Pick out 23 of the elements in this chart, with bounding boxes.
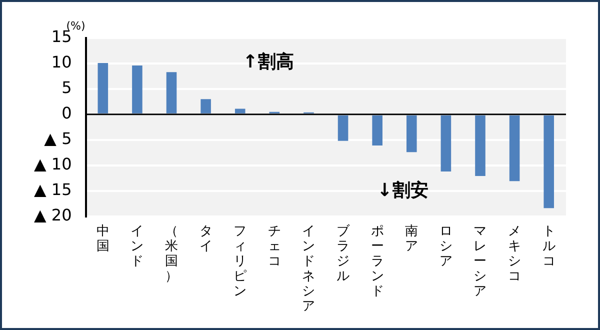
x-tick-label: メキシコ [508,224,522,284]
y-tick-label: 5 [62,78,72,98]
x-tick-label: インド [130,224,144,270]
x-tick-label: （米国） [165,224,178,284]
x-tick-label: トルコ [542,224,556,270]
x-tick-label: タイ [199,224,212,254]
x-tick-label: チェコ [268,224,281,270]
x-tick-label: ポーランド [370,224,384,299]
x-tick-label: フィリピン [234,224,247,299]
y-tick-label: 10 [51,52,72,72]
annotation: ↑割高 [242,52,294,73]
y-tick-label: ▲ 5 [44,129,72,148]
x-tick-label: 南ア [405,224,418,254]
x-tick-label: ロシア [439,224,452,270]
x-tick-label: 中国 [96,224,110,254]
y-tick-label: 0 [62,104,72,123]
y-tick-label: ▲ 10 [34,154,72,174]
annotation: ↓割安 [377,180,428,202]
x-tick-label: インドネシア [302,224,316,314]
y-tick-label: ▲ 15 [34,180,72,199]
y-tick-label: ▲ 20 [34,205,72,224]
x-tick-label: マレーシア [474,224,487,299]
x-tick-label: ブラジル [336,224,351,284]
